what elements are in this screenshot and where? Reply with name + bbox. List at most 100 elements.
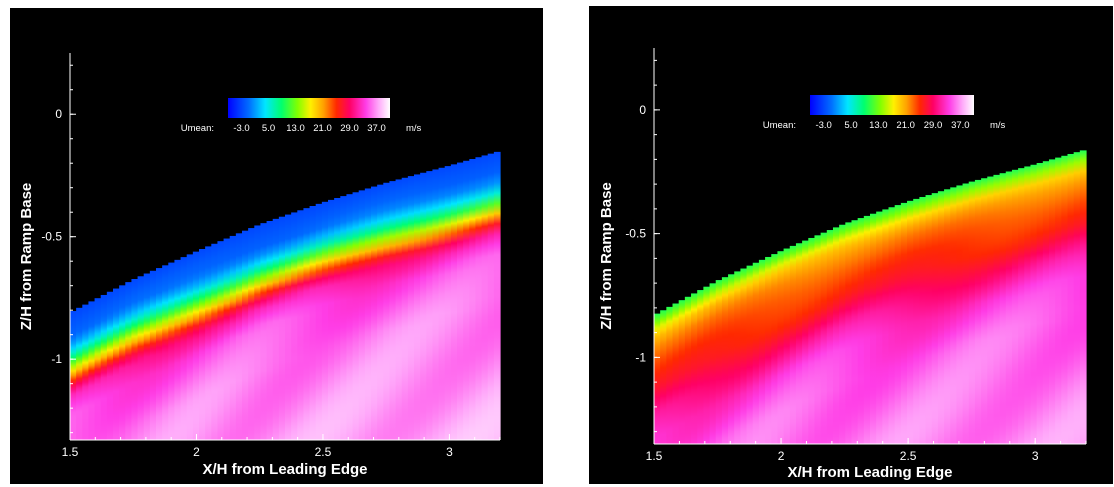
colorbar — [228, 98, 390, 118]
contour-column — [1030, 164, 1038, 444]
colorbar-tick-label: 21.0 — [896, 120, 915, 131]
contour-column — [721, 277, 729, 444]
contour-column — [999, 173, 1007, 444]
contour-column — [937, 191, 945, 444]
contour-column — [217, 241, 225, 440]
contour-column — [684, 296, 692, 444]
x-axis-title: X/H from Leading Edge — [202, 461, 367, 478]
contour-column — [808, 237, 816, 444]
x-tick-label: 1.5 — [646, 449, 663, 463]
y-tick-label: -1 — [51, 352, 62, 366]
contour-column — [223, 238, 231, 440]
contour-column — [876, 211, 883, 444]
colorbar-tick-label: -3.0 — [233, 123, 249, 134]
contour-column — [407, 176, 415, 441]
contour-column — [475, 157, 483, 440]
colorbar-variable-label: Umean: — [181, 123, 214, 134]
y-axis-title: Z/H from Ramp Base — [598, 182, 615, 330]
contour-column — [149, 270, 157, 440]
contour-panel-left: 0 -0.5 -1 1.5 2 2.5 3 X/H from Leading Edge Z/H … — [10, 8, 543, 484]
x-tick-label: 2 — [778, 449, 785, 463]
contour-column — [113, 288, 120, 440]
colorbar-tick-label: 5.0 — [262, 123, 275, 134]
contour-column — [266, 220, 274, 440]
colorbar-tick-label: 13.0 — [869, 120, 888, 131]
contour-column — [857, 218, 865, 444]
y-tick-label: 0 — [55, 107, 62, 121]
contour-column — [950, 187, 957, 445]
contour-column — [894, 205, 902, 444]
contour-column — [383, 182, 391, 440]
contour-column — [1005, 171, 1013, 444]
contour-column — [186, 254, 194, 440]
contour-column — [974, 179, 982, 445]
x-tick-label: 2 — [193, 445, 200, 459]
contour-column — [777, 251, 785, 444]
contour-column — [192, 251, 200, 440]
contour-column — [291, 212, 298, 440]
contour-column — [1048, 159, 1056, 444]
contour-column — [944, 189, 951, 444]
colorbar-tick-label: 21.0 — [313, 123, 332, 134]
contour-column — [993, 174, 1001, 444]
contour-column — [660, 310, 667, 444]
contour-column — [987, 176, 995, 445]
contour-column — [235, 233, 243, 440]
contour-panel-right: 0 -0.5 -1 1.5 2 2.5 3 X/H from Leading Edge Z/H … — [589, 6, 1113, 484]
contour-column — [432, 169, 440, 440]
contour-column — [870, 213, 877, 444]
contour-column — [913, 198, 920, 444]
contour-column — [438, 167, 446, 440]
contour-column — [364, 188, 372, 440]
contour-column — [143, 273, 151, 440]
contour-column — [1055, 157, 1062, 444]
contour-column — [272, 218, 280, 440]
contour-column — [493, 151, 501, 440]
contour-column — [481, 155, 489, 440]
contour-column — [1061, 155, 1069, 445]
contour-column — [863, 215, 871, 444]
colorbar-tick-label: 29.0 — [340, 123, 359, 134]
contour-column — [389, 181, 397, 440]
contour-column — [758, 259, 766, 444]
contour-column — [450, 164, 458, 441]
contour-column — [70, 311, 77, 440]
contour-column — [254, 225, 262, 440]
contour-column — [395, 179, 403, 440]
contour-column — [303, 208, 311, 440]
contour-column — [168, 262, 176, 440]
contour-column — [771, 254, 779, 444]
contour-column — [334, 197, 341, 440]
contour-column — [180, 257, 188, 440]
contour-column — [832, 227, 840, 444]
contour-column — [285, 214, 292, 440]
contour-column — [100, 294, 108, 440]
contour-column — [414, 174, 421, 440]
contour-column — [211, 243, 219, 440]
contour-column — [1018, 168, 1025, 444]
contour-column — [709, 283, 717, 444]
contour-plot-left: 0 -0.5 -1 1.5 2 2.5 3 X/H from Leading Edge Z/H … — [18, 53, 501, 478]
contour-column — [162, 265, 169, 440]
contour-column — [900, 202, 908, 444]
contour-column — [297, 210, 305, 440]
contour-column — [981, 178, 988, 445]
x-tick-label: 3 — [1032, 449, 1039, 463]
contour-column — [321, 201, 329, 440]
y-tick-label: -0.5 — [625, 227, 646, 241]
contour-column — [328, 199, 335, 440]
contour-plot-right: 0 -0.5 -1 1.5 2 2.5 3 X/H from Leading Edge Z/H … — [598, 48, 1087, 481]
velocity-contour-field — [654, 150, 1087, 445]
contour-column — [962, 183, 970, 444]
contour-column — [1011, 169, 1019, 444]
colorbar-variable-label: Umean: — [763, 120, 796, 131]
contour-column — [156, 268, 163, 440]
contour-column — [814, 235, 822, 444]
contour-column — [666, 306, 674, 444]
contour-column — [740, 268, 748, 444]
colorbar-tick-label: 5.0 — [844, 120, 857, 131]
contour-column — [752, 262, 760, 444]
contour-column — [340, 196, 348, 440]
contour-column — [444, 166, 452, 441]
y-tick-label: -0.5 — [41, 230, 62, 244]
